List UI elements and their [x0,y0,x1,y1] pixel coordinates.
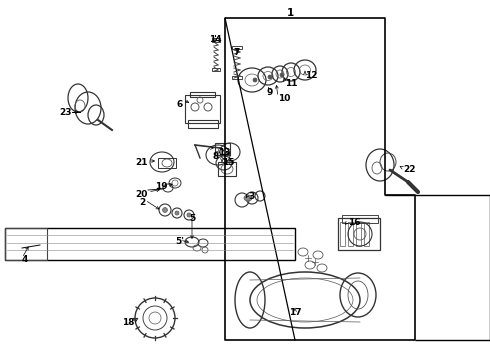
Text: 5: 5 [189,214,195,223]
Bar [218,162,236,176]
Text: 11: 11 [285,79,297,88]
Ellipse shape [187,213,191,217]
Bar [190,92,215,97]
Text: 21: 21 [136,158,148,167]
Bar [364,222,369,246]
Text: 6: 6 [177,100,183,109]
Ellipse shape [163,208,168,212]
Bar [215,143,230,155]
Text: 1: 1 [286,8,294,18]
Bar [340,222,345,246]
Text: 8: 8 [212,152,218,161]
Bar [212,68,220,71]
Text: 13: 13 [218,148,230,157]
Text: 9: 9 [267,88,273,97]
Bar [188,120,218,128]
Text: 14: 14 [209,35,221,44]
Ellipse shape [280,73,284,77]
Bar [232,46,242,49]
Text: 7: 7 [234,48,240,57]
Ellipse shape [268,75,272,79]
Text: 18: 18 [122,318,135,327]
Bar [158,158,176,168]
Bar [338,218,380,250]
Text: 5': 5' [175,237,185,246]
Text: 15: 15 [222,158,235,167]
Text: 17: 17 [289,308,301,317]
Bar [232,76,242,79]
Bar [356,222,361,246]
Ellipse shape [244,195,252,201]
Bar [212,38,220,42]
Text: 23: 23 [59,108,72,117]
Text: 4: 4 [22,255,28,264]
Text: 19: 19 [155,182,168,191]
Text: 12: 12 [305,71,318,80]
Bar [185,95,220,123]
Bar [342,215,378,223]
Bar [5,228,295,260]
Text: 20: 20 [136,190,148,199]
Text: 2: 2 [139,198,145,207]
Text: 16: 16 [348,218,361,227]
Ellipse shape [253,78,257,82]
Text: 3: 3 [248,192,254,201]
Text: 22: 22 [403,165,416,174]
Bar [348,222,353,246]
Bar [5,228,47,260]
Ellipse shape [175,211,179,215]
Text: 10: 10 [278,94,291,103]
